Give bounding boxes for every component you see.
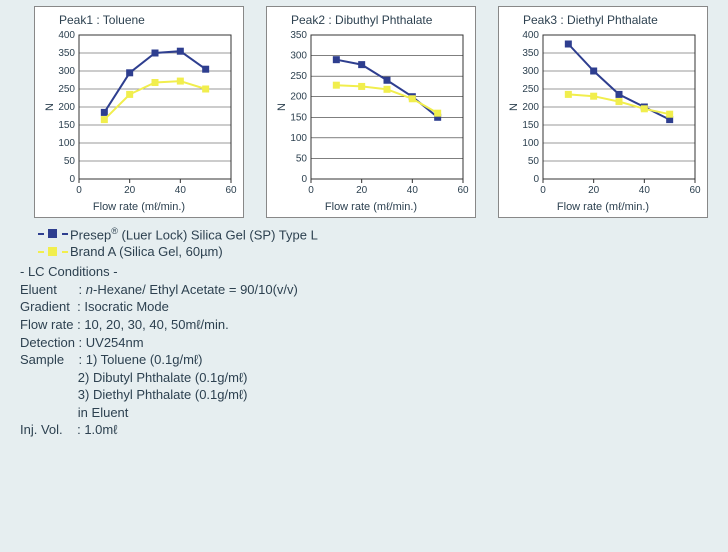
svg-text:300: 300 [58,66,75,77]
svg-text:60: 60 [225,185,237,196]
legend-row-presepc: Presep® (Luer Lock) Silica Gel (SP) Type… [42,226,718,242]
svg-text:200: 200 [58,102,75,113]
svg-text:40: 40 [407,185,419,196]
cond-sample-1: 2) Dibutyl Phthalate (0.1g/mℓ) [20,369,718,387]
cond-sample: Sample : 1) Toluene (0.1g/mℓ) [20,351,718,369]
svg-text:350: 350 [290,30,307,41]
svg-text:60: 60 [457,185,469,196]
svg-text:0: 0 [533,174,539,185]
svg-text:20: 20 [356,185,368,196]
svg-text:20: 20 [124,185,136,196]
svg-text:150: 150 [58,120,75,131]
svg-text:0: 0 [76,185,82,196]
cond-sample-line-3: in Eluent [78,405,129,420]
svg-text:400: 400 [522,30,539,41]
cond-sample-line-2: 3) Diethyl Phthalate (0.1g/mℓ) [78,387,248,402]
cond-sample-2: 3) Diethyl Phthalate (0.1g/mℓ) [20,386,718,404]
chart-title-2: Peak2 : Dibuthyl Phthalate [275,13,467,27]
svg-text:100: 100 [58,138,75,149]
svg-text:50: 50 [296,153,308,164]
chart-svg-3: 0 50 100 150 200 250 300 350 400 0 20 40 60 N [507,29,701,199]
svg-text:150: 150 [290,112,307,123]
svg-text:200: 200 [522,102,539,113]
svg-text:250: 250 [522,84,539,95]
legend-dash-left-1 [38,233,44,235]
chart-panel-3: Peak3 : Diethyl Phthalate 05010015020025… [498,6,708,218]
cond-gradient: Gradient : Isocratic Mode [20,298,718,316]
legend-swatch-presepc [42,233,64,235]
svg-text:250: 250 [58,84,75,95]
x-axis-label-1: Flow rate (mℓ/min.) [43,201,235,213]
chart-panel-1: Peak1 : Toluene 050100150200250300350400… [34,6,244,218]
cond-flowrate-label: Flow rate [20,317,73,332]
cond-injvol: Inj. Vol. : 1.0mℓ [20,421,718,439]
legend: Presep® (Luer Lock) Silica Gel (SP) Type… [10,226,718,259]
svg-text:50: 50 [64,156,76,167]
svg-text:150: 150 [522,120,539,131]
legend-marker-presepc [48,229,57,238]
cond-flowrate-value: 10, 20, 30, 40, 50mℓ/min. [84,317,228,332]
legend-dash-right-2 [62,251,68,253]
svg-text:250: 250 [290,71,307,82]
cond-gradient-label: Gradient [20,299,70,314]
cond-eluent-rest: -Hexane/ Ethyl Acetate = 90/10(v/v) [93,282,298,297]
legend-row-brand-a: Brand A (Silica Gel, 60µm) [42,244,718,259]
svg-text:40: 40 [639,185,651,196]
legend-marker-brand-a [48,247,57,256]
cond-injvol-value: 1.0mℓ [84,422,117,437]
cond-sample-label: Sample [20,352,64,367]
chart-title-1: Peak1 : Toluene [43,13,235,27]
svg-text:350: 350 [522,48,539,59]
cond-eluent-label: Eluent [20,282,57,297]
chart-panel-2: Peak2 : Dibuthyl Phthalate 0501001502002… [266,6,476,218]
svg-text:200: 200 [290,92,307,103]
chart-svg-2: 0 50 100 150 200 250 300 350 0 20 40 60 N [275,29,469,199]
svg-text:40: 40 [175,185,187,196]
svg-text:300: 300 [290,51,307,62]
legend-label-brand-a: Brand A (Silica Gel, 60µm) [70,244,223,259]
svg-text:100: 100 [290,133,307,144]
svg-text:0: 0 [308,185,314,196]
svg-text:N: N [44,103,56,111]
svg-text:50: 50 [528,156,540,167]
cond-eluent-italic: n [86,282,93,297]
cond-injvol-label: Inj. Vol. [20,422,63,437]
cond-sample-line-1: 2) Dibutyl Phthalate (0.1g/mℓ) [78,370,248,385]
svg-text:0: 0 [69,174,75,185]
legend-swatch-brand-a [42,251,64,253]
lc-conditions: - LC Conditions - Eluent : n-Hexane/ Eth… [10,263,718,438]
svg-text:0: 0 [301,174,307,185]
conditions-header: - LC Conditions - [20,263,718,281]
cond-detection-label: Detection [20,335,75,350]
cond-flowrate: Flow rate : 10, 20, 30, 40, 50mℓ/min. [20,316,718,334]
svg-text:400: 400 [58,30,75,41]
svg-text:20: 20 [588,185,600,196]
x-axis-label-3: Flow rate (mℓ/min.) [507,201,699,213]
svg-text:350: 350 [58,48,75,59]
cond-gradient-value: Isocratic Mode [84,299,169,314]
svg-text:N: N [508,103,520,111]
svg-text:100: 100 [522,138,539,149]
chart-title-3: Peak3 : Diethyl Phthalate [507,13,699,27]
legend-dash-left-2 [38,251,44,253]
svg-text:N: N [276,103,288,111]
chart-svg-1: 0 50 100 150 200 250 300 350 400 0 20 40 60 N [43,29,237,199]
svg-text:0: 0 [540,185,546,196]
cond-sample-line-0: 1) Toluene (0.1g/mℓ) [86,352,203,367]
legend-dash-right-1 [62,233,68,235]
cond-eluent: Eluent : n-Hexane/ Ethyl Acetate = 90/10… [20,281,718,299]
svg-text:300: 300 [522,66,539,77]
charts-row: Peak1 : Toluene 050100150200250300350400… [10,6,718,218]
cond-detection: Detection : UV254nm [20,334,718,352]
x-axis-label-2: Flow rate (mℓ/min.) [275,201,467,213]
cond-detection-value: UV254nm [86,335,144,350]
legend-label-presepc: Presep® (Luer Lock) Silica Gel (SP) Type… [70,226,318,242]
cond-sample-3: in Eluent [20,404,718,422]
svg-text:60: 60 [689,185,701,196]
